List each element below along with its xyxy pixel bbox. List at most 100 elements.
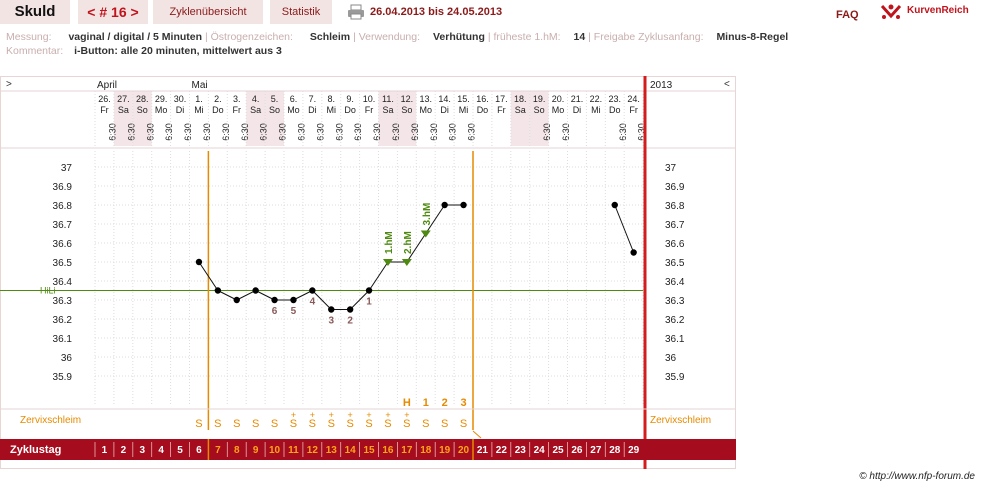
measure-time: 6:30 <box>334 123 344 141</box>
cervix-value: S <box>365 418 372 430</box>
weekend-shade <box>510 91 530 146</box>
day-date: 10. <box>363 94 376 104</box>
cervix-value: S <box>290 418 297 430</box>
cycle-number-nav[interactable]: < # 16 > <box>78 0 148 24</box>
high-measurement-label: 2.hM <box>403 231 414 254</box>
faq-link[interactable]: FAQ <box>836 9 859 21</box>
measure-time: 6:30 <box>126 123 136 141</box>
y-tick-label: 36.4 <box>53 277 73 288</box>
cervix-value: S <box>346 418 353 430</box>
cycle-day-number: 24 <box>534 445 546 456</box>
y-tick-label-right: 36.2 <box>665 315 685 326</box>
cervix-peak-label: 3 <box>460 397 466 409</box>
day-weekday: So <box>269 105 280 115</box>
tab-cycle-overview[interactable]: Zyklenübersicht <box>153 0 263 24</box>
messung-value: vaginal / digital / 5 Minuten <box>68 31 203 43</box>
cycle-day-number: 7 <box>215 445 221 456</box>
day-date: 6. <box>290 94 298 104</box>
day-weekday: Mi <box>327 105 337 115</box>
temperature-line <box>349 290 370 310</box>
kurvenreich-logo-icon <box>880 4 902 19</box>
cervix-peak-label: H <box>403 397 411 409</box>
day-date: 29. <box>155 94 168 104</box>
date-range: 26.04.2013 bis 24.05.2013 <box>370 6 503 18</box>
y-tick-label-right: 36.3 <box>665 296 685 307</box>
high-measurement-marker <box>420 230 431 238</box>
measure-time: 6:30 <box>542 123 552 141</box>
cervix-value: S <box>441 418 448 430</box>
cycle-day-number: 8 <box>234 445 240 456</box>
cervix-label: Zervixschleim <box>20 415 81 426</box>
hilfslinie-label: HiLi <box>40 286 56 296</box>
temperature-point <box>328 306 335 313</box>
low-value-label: 3 <box>328 316 334 327</box>
day-date: 20. <box>552 94 565 104</box>
cervix-value: S <box>328 418 335 430</box>
measure-time: 6:30 <box>145 123 155 141</box>
low-value-label: 2 <box>347 316 353 327</box>
day-weekday: Di <box>176 105 185 115</box>
printer-icon[interactable] <box>347 4 365 20</box>
day-weekday: Mo <box>419 105 432 115</box>
day-date: 23. <box>608 94 621 104</box>
y-tick-label-right: 36 <box>665 353 677 364</box>
day-date: 18. <box>514 94 527 104</box>
cervix-plus: + <box>310 410 315 420</box>
weekend-shade <box>246 91 266 146</box>
cervix-peak-label: 2 <box>442 397 448 409</box>
temperature-point <box>460 201 467 209</box>
day-weekday: Sa <box>250 105 261 115</box>
y-tick-label-right: 36.9 <box>665 182 685 193</box>
day-date: 17. <box>495 94 508 104</box>
weekend-shade <box>132 91 152 146</box>
cervix-value: S <box>233 418 240 430</box>
y-tick-label: 36.7 <box>53 220 73 231</box>
tab-statistics[interactable]: Statistik <box>270 0 332 24</box>
month-label: April <box>97 80 117 91</box>
prev-cycle-arrow[interactable]: > <box>6 79 12 90</box>
weekend-shade <box>265 91 284 146</box>
low-value-label: 4 <box>310 297 316 308</box>
copyright: © http://www.nfp-forum.de <box>859 471 975 482</box>
measure-time: 6:30 <box>448 123 458 141</box>
cycle-chart-frame <box>0 76 736 469</box>
day-weekday: Mo <box>155 105 168 115</box>
cycle-day-number: 6 <box>196 445 202 456</box>
day-date: 21. <box>571 94 584 104</box>
temperature-point <box>309 287 316 294</box>
day-date: 12. <box>401 94 414 104</box>
cycle-day-number: 18 <box>420 445 432 456</box>
day-date: 19. <box>533 94 546 104</box>
measure-time: 6:30 <box>183 123 193 141</box>
temperature-line <box>236 290 256 301</box>
cycle-day-number: 21 <box>477 445 489 456</box>
cervix-plus: + <box>385 410 390 420</box>
measure-time: 6:30 <box>618 123 628 141</box>
y-tick-label: 35.9 <box>53 372 73 383</box>
cycle-day-number: 27 <box>590 445 602 456</box>
y-tick-label: 36 <box>61 353 73 364</box>
day-date: 24. <box>627 94 640 104</box>
cycle-day-number: 12 <box>307 445 319 456</box>
day-weekday: Fr <box>233 105 242 115</box>
cervix-value: S <box>460 418 467 430</box>
cycle-day-number: 22 <box>496 445 508 456</box>
day-date: 27. <box>117 94 130 104</box>
measure-time: 6:30 <box>296 123 306 141</box>
next-cycle-arrow[interactable]: < <box>724 79 730 90</box>
y-tick-label-right: 35.9 <box>665 372 685 383</box>
day-weekday: Di <box>573 105 582 115</box>
high-measurement-label: 1.hM <box>384 231 395 254</box>
temperature-point <box>346 306 354 313</box>
y-tick-label-right: 36.5 <box>665 258 685 269</box>
day-date: 22. <box>590 94 603 104</box>
cycle-day-number: 16 <box>382 445 394 456</box>
y-tick-label: 36.8 <box>53 201 73 212</box>
cycle-day-number: 14 <box>345 445 357 456</box>
day-date: 4. <box>252 94 260 104</box>
y-tick-label: 37 <box>61 163 73 174</box>
day-date: 5. <box>271 94 279 104</box>
measure-time: 6:30 <box>637 123 647 141</box>
temperature-point <box>214 287 222 294</box>
temperature-point <box>195 258 203 266</box>
